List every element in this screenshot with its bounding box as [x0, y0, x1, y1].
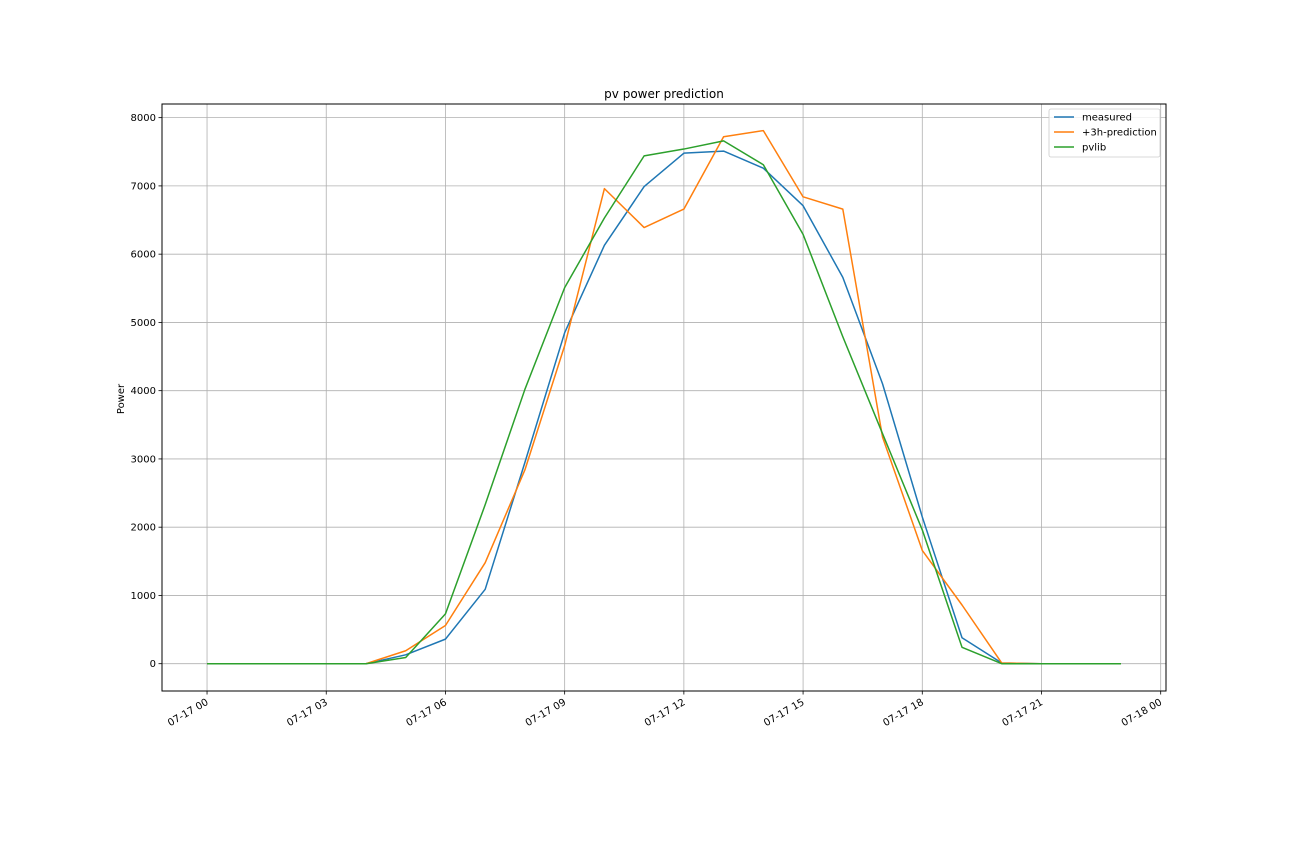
series-line-pvlib — [207, 140, 1121, 665]
plot-frame — [161, 103, 1167, 692]
y-tick-label: 4000 — [131, 386, 156, 397]
y-tick-label: 8000 — [131, 113, 156, 124]
chart-title: pv power prediction — [604, 87, 724, 101]
y-tick-label: 0 — [150, 659, 156, 670]
y-tick-label: 3000 — [131, 454, 156, 465]
legend-label: +3h-prediction — [1082, 128, 1157, 139]
legend-box — [1048, 108, 1161, 158]
legend-label: measured — [1082, 113, 1132, 124]
y-axis: 0 1000 2000 3000 4000 5000 6000 7000 8000 — [131, 113, 162, 670]
y-tick-label: 1000 — [131, 591, 156, 602]
y-tick-label: 2000 — [131, 523, 156, 534]
y-tick-label: 5000 — [131, 318, 156, 329]
legend: measured +3h-prediction pvlib — [1048, 108, 1161, 158]
y-axis-label: Power — [116, 383, 127, 414]
legend-label: pvlib — [1082, 143, 1106, 154]
gridlines — [162, 104, 1166, 691]
y-tick-label: 7000 — [131, 181, 156, 192]
y-tick-label: 6000 — [131, 250, 156, 261]
series-lines — [207, 129, 1121, 665]
